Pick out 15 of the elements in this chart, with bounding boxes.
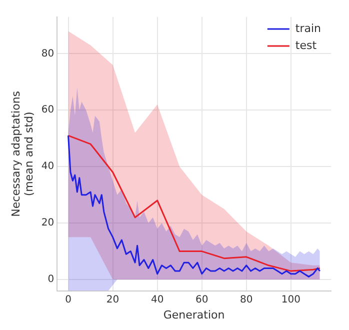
y-tick-label: 20: [41, 218, 54, 229]
x-tick-label: 100: [281, 294, 300, 306]
x-axis-title: Generation: [163, 308, 225, 322]
y-tick-label: 80: [41, 48, 54, 60]
legend-label: test: [295, 38, 318, 52]
legend-label: train: [295, 22, 322, 35]
y-tick-label: 0: [48, 274, 54, 286]
x-tick-label: 80: [240, 294, 253, 306]
x-tick-label: 60: [195, 294, 208, 306]
y-tick-label: 60: [41, 104, 54, 116]
x-tick-label: 20: [106, 294, 120, 306]
y-axis-title: Necessary adaptations (mean and std): [9, 90, 36, 217]
x-tick-label: 0: [65, 294, 72, 306]
y-tick-label: 40: [41, 161, 54, 172]
x-tick-label: 40: [150, 294, 164, 306]
